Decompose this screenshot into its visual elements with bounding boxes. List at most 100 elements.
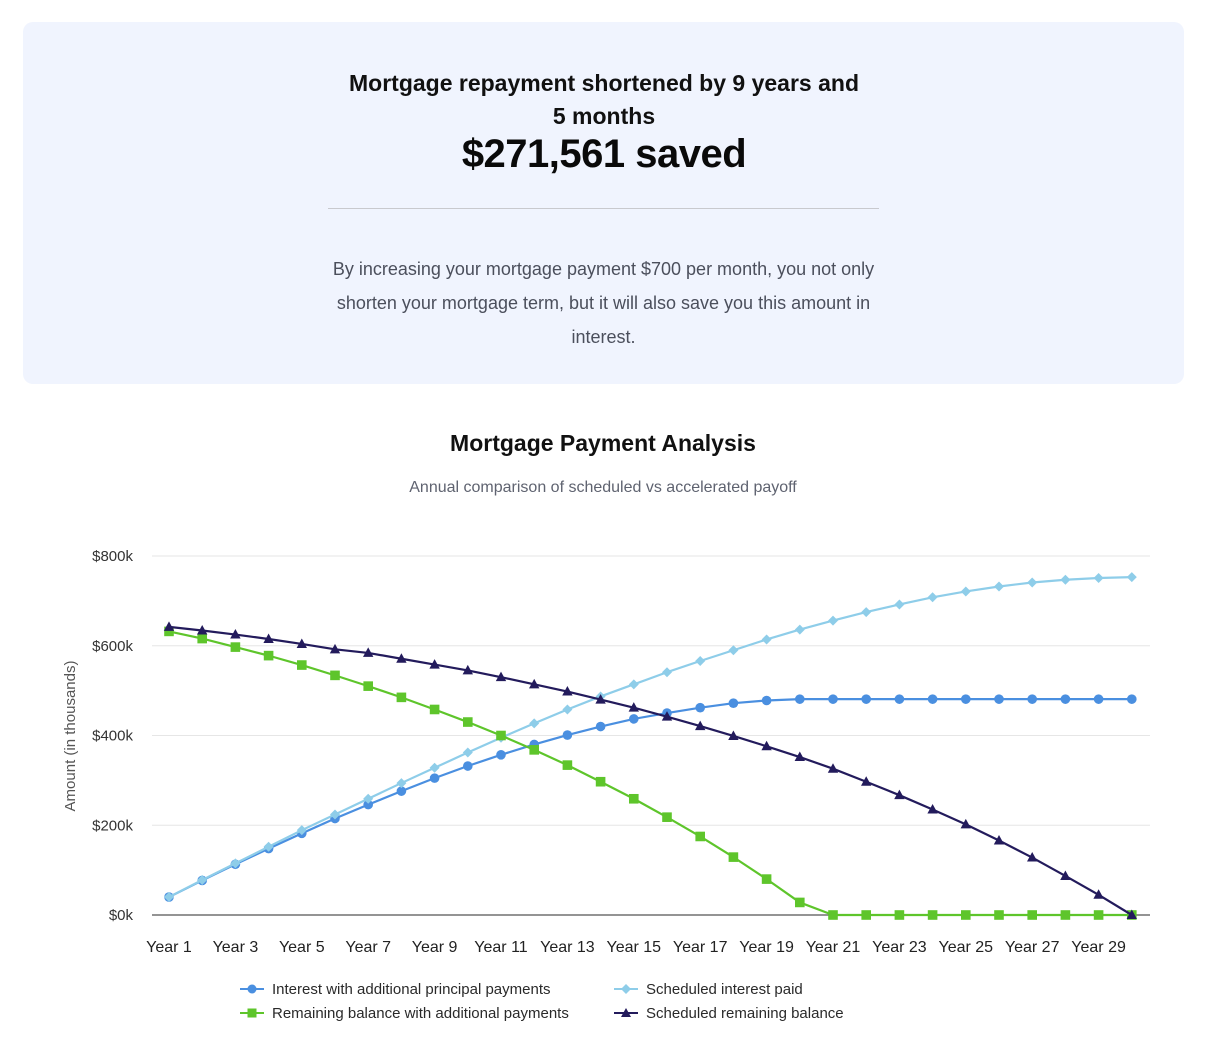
- data-point: [562, 760, 573, 770]
- data-point: [695, 656, 706, 667]
- data-point: [629, 714, 639, 724]
- data-point: [562, 686, 573, 696]
- x-tick-label: Year 3: [213, 939, 259, 956]
- data-point: [629, 793, 639, 804]
- data-point: [595, 776, 606, 787]
- data-point: [1027, 577, 1038, 588]
- data-point: [396, 692, 407, 703]
- legend-item-scheduled-balance[interactable]: Scheduled remaining balance: [614, 1002, 844, 1024]
- data-point: [263, 650, 274, 661]
- series-line: [168, 575, 1132, 899]
- data-point: [994, 694, 1004, 704]
- x-tick-label: Year 29: [1071, 939, 1126, 956]
- y-tick-label: $400k: [92, 728, 133, 745]
- series-3: [164, 626, 1137, 920]
- data-point: [363, 799, 374, 810]
- data-point: [496, 730, 506, 741]
- data-point: [927, 592, 938, 603]
- data-point: [861, 607, 872, 618]
- legend-item-balance-additional[interactable]: Remaining balance with additional paymen…: [240, 1002, 569, 1024]
- data-point: [330, 670, 340, 681]
- data-point: [297, 660, 307, 670]
- data-point: [993, 835, 1005, 845]
- data-point: [961, 694, 971, 704]
- data-point: [661, 711, 673, 721]
- legend-label: Interest with additional principal payme…: [272, 980, 551, 998]
- data-point: [1127, 694, 1137, 704]
- data-point: [529, 745, 539, 755]
- data-point: [695, 702, 705, 713]
- data-point: [1027, 694, 1037, 704]
- data-point: [927, 910, 938, 920]
- data-point: [496, 749, 506, 760]
- data-point: [695, 720, 706, 731]
- legend-triangle-marker-icon: [614, 1008, 638, 1017]
- data-point: [1060, 910, 1071, 920]
- data-point: [363, 681, 373, 691]
- summary-heading: Mortgage repayment shortened by 9 years …: [349, 70, 859, 129]
- data-point: [894, 599, 905, 610]
- series-line: [168, 625, 1133, 916]
- data-point: [960, 818, 971, 829]
- data-point: [828, 694, 838, 704]
- data-point: [728, 645, 739, 656]
- data-point: [1126, 572, 1137, 583]
- data-point: [894, 910, 905, 920]
- data-point: [462, 747, 473, 758]
- data-point: [1093, 889, 1104, 899]
- data-point: [794, 624, 805, 635]
- legend-item-interest-additional[interactable]: Interest with additional principal payme…: [240, 978, 550, 1000]
- data-point: [163, 621, 175, 631]
- legend-square-marker-icon: [240, 1008, 264, 1018]
- data-point: [1060, 574, 1071, 585]
- data-point: [429, 773, 440, 783]
- data-point: [662, 812, 672, 822]
- data-point: [994, 581, 1004, 592]
- data-point: [396, 786, 407, 796]
- legend-diamond-marker-icon: [614, 984, 638, 994]
- x-tick-label: Year 27: [1005, 939, 1060, 956]
- data-point: [230, 858, 241, 869]
- data-point: [927, 804, 938, 814]
- data-point: [562, 704, 573, 715]
- summary-divider: [328, 208, 879, 209]
- data-point: [462, 664, 473, 675]
- data-point: [463, 717, 473, 727]
- chart-title: Mortgage Payment Analysis: [450, 430, 756, 456]
- y-tick-label: $800k: [92, 548, 133, 565]
- data-point: [1060, 694, 1071, 704]
- data-point: [861, 776, 872, 786]
- x-tick-label: Year 17: [673, 939, 728, 956]
- data-point: [263, 841, 274, 852]
- data-point: [795, 694, 805, 704]
- series-4: [163, 621, 1137, 919]
- data-point: [827, 763, 839, 773]
- data-point: [695, 831, 705, 842]
- data-point: [761, 740, 772, 751]
- data-point: [197, 624, 208, 635]
- data-point: [396, 653, 407, 663]
- data-point: [628, 679, 639, 690]
- data-point: [463, 761, 473, 771]
- data-point: [197, 874, 208, 885]
- legend-label: Scheduled remaining balance: [646, 1004, 844, 1022]
- data-point: [761, 634, 772, 645]
- data-point: [329, 643, 341, 654]
- data-point: [927, 694, 938, 704]
- x-tick-label: Year 15: [607, 939, 662, 956]
- y-tick-label: $600k: [92, 638, 133, 655]
- data-point: [828, 910, 838, 920]
- series-2: [164, 572, 1137, 903]
- data-point: [795, 897, 805, 908]
- data-point: [1126, 909, 1137, 919]
- x-tick-label: Year 9: [412, 939, 458, 956]
- data-point: [1093, 910, 1104, 920]
- legend-item-scheduled-interest[interactable]: Scheduled interest paid: [614, 978, 803, 1000]
- data-point: [164, 626, 174, 637]
- data-point: [961, 910, 971, 920]
- data-point: [728, 698, 739, 708]
- data-point: [728, 730, 739, 740]
- x-tick-label: Year 19: [739, 939, 794, 956]
- data-point: [296, 825, 307, 836]
- data-point: [894, 694, 905, 704]
